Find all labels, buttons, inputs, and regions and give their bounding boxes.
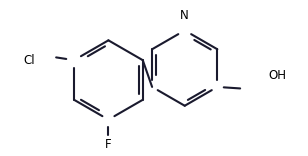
Text: N: N xyxy=(180,9,189,22)
Text: Cl: Cl xyxy=(23,54,35,67)
Text: F: F xyxy=(105,138,112,151)
Text: OH: OH xyxy=(268,68,286,82)
